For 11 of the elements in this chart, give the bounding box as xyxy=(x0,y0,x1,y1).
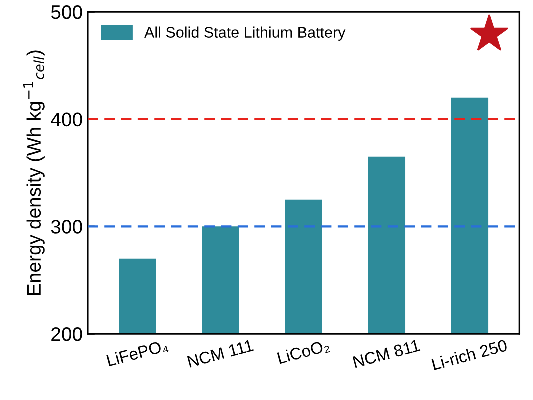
x-tick-label: LiCoO₂ xyxy=(277,339,330,366)
y-tick-label: 400 xyxy=(51,112,82,127)
y-axis-title: Energy density (Wh kg$^{−1}$$_{cell}$) xyxy=(24,50,45,295)
x-tick-label: LiFePO₄ xyxy=(106,339,170,368)
legend-label: All Solid State Lithium Battery xyxy=(144,26,346,41)
x-tick-label: Li-rich 250 xyxy=(432,339,508,370)
y-tick-label: 200 xyxy=(52,327,82,342)
x-tick-label: NCM 111 xyxy=(187,339,254,368)
y-tick-label: 500 xyxy=(51,5,82,20)
x-tick-label: NCM 811 xyxy=(352,339,421,368)
y-tick-label: 300 xyxy=(51,220,82,234)
